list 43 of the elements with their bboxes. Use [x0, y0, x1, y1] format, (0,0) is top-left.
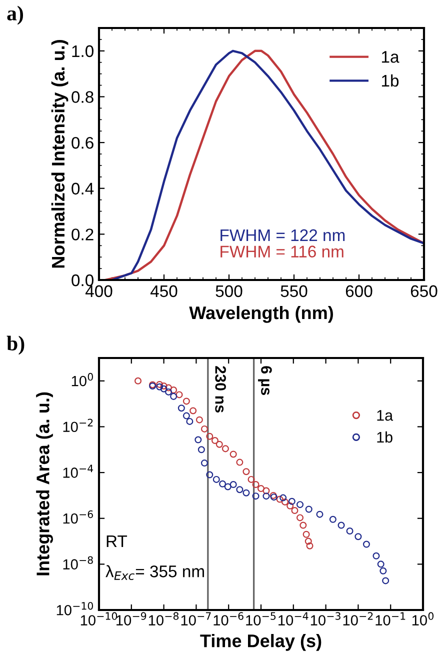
y-tick-label: 1.0: [72, 45, 94, 58]
annotation: RT: [106, 536, 128, 547]
legend-label: 1a: [377, 410, 394, 421]
x-tick-label: 400: [85, 285, 112, 298]
x-tick-label: 10$^{−3}$: [310, 612, 340, 626]
y-axis-title: Integrated Area (a. u.): [36, 392, 54, 576]
x-tick-label: 10$^{−1}$: [376, 612, 406, 626]
y-tick-label: 10$^{−4}$: [63, 464, 94, 478]
y-tick-label: 10$^{0}$: [72, 372, 93, 386]
x-tick-label: 10$^{0}$: [412, 612, 434, 626]
x-axis-title: Time Delay (s): [200, 634, 322, 651]
x-tick-label: 500: [216, 285, 242, 298]
x-tick-label: 600: [346, 285, 372, 298]
legend-label: 1b: [382, 74, 399, 87]
x-tick-label: 10$^{−9}$: [116, 612, 146, 626]
x-tick-label: 10$^{−8}$: [148, 612, 179, 626]
ref-line-label: 230 ns: [215, 366, 226, 412]
y-tick-label: 0.8: [72, 91, 94, 103]
x-tick-label: 10$^{−5}$: [246, 612, 276, 626]
y-tick-label: 10$^{−6}$: [63, 510, 93, 524]
annotation: FWHM = 122 nm: [220, 229, 345, 241]
x-tick-label: 650: [410, 285, 438, 298]
x-tick-label: 10$^{−7}$: [181, 612, 211, 626]
y-tick-label: 0.2: [72, 228, 94, 240]
y-tick-label: 10$^{−2}$: [63, 418, 93, 432]
y-tick-label: 0.4: [72, 182, 94, 195]
x-tick-label: 550: [280, 285, 308, 298]
y-tick-label: 0.6: [72, 136, 94, 149]
legend-label: 1a: [382, 51, 400, 63]
x-axis-title: Wavelength (nm): [189, 306, 333, 323]
annotation: λ$_{Exc}$= 355 nm: [106, 565, 204, 580]
chart-title: a): [7, 6, 24, 25]
y-tick-label: 10$^{−8}$: [63, 556, 93, 570]
x-tick-label: 450: [150, 285, 178, 298]
chart-title: b): [6, 336, 24, 355]
x-tick-label: 10$^{−2}$: [343, 612, 373, 626]
y-axis-title: Normalized Intensity (a. u.): [51, 40, 68, 268]
x-tick-label: 10$^{−6}$: [214, 612, 244, 626]
x-tick-label: 10$^{−4}$: [278, 612, 308, 626]
legend-label: 1b: [377, 431, 392, 443]
ref-line-label: 6 µs: [258, 366, 272, 395]
y-tick-label: 0.0: [72, 274, 94, 286]
annotation: FWHM = 116 nm: [220, 246, 344, 258]
